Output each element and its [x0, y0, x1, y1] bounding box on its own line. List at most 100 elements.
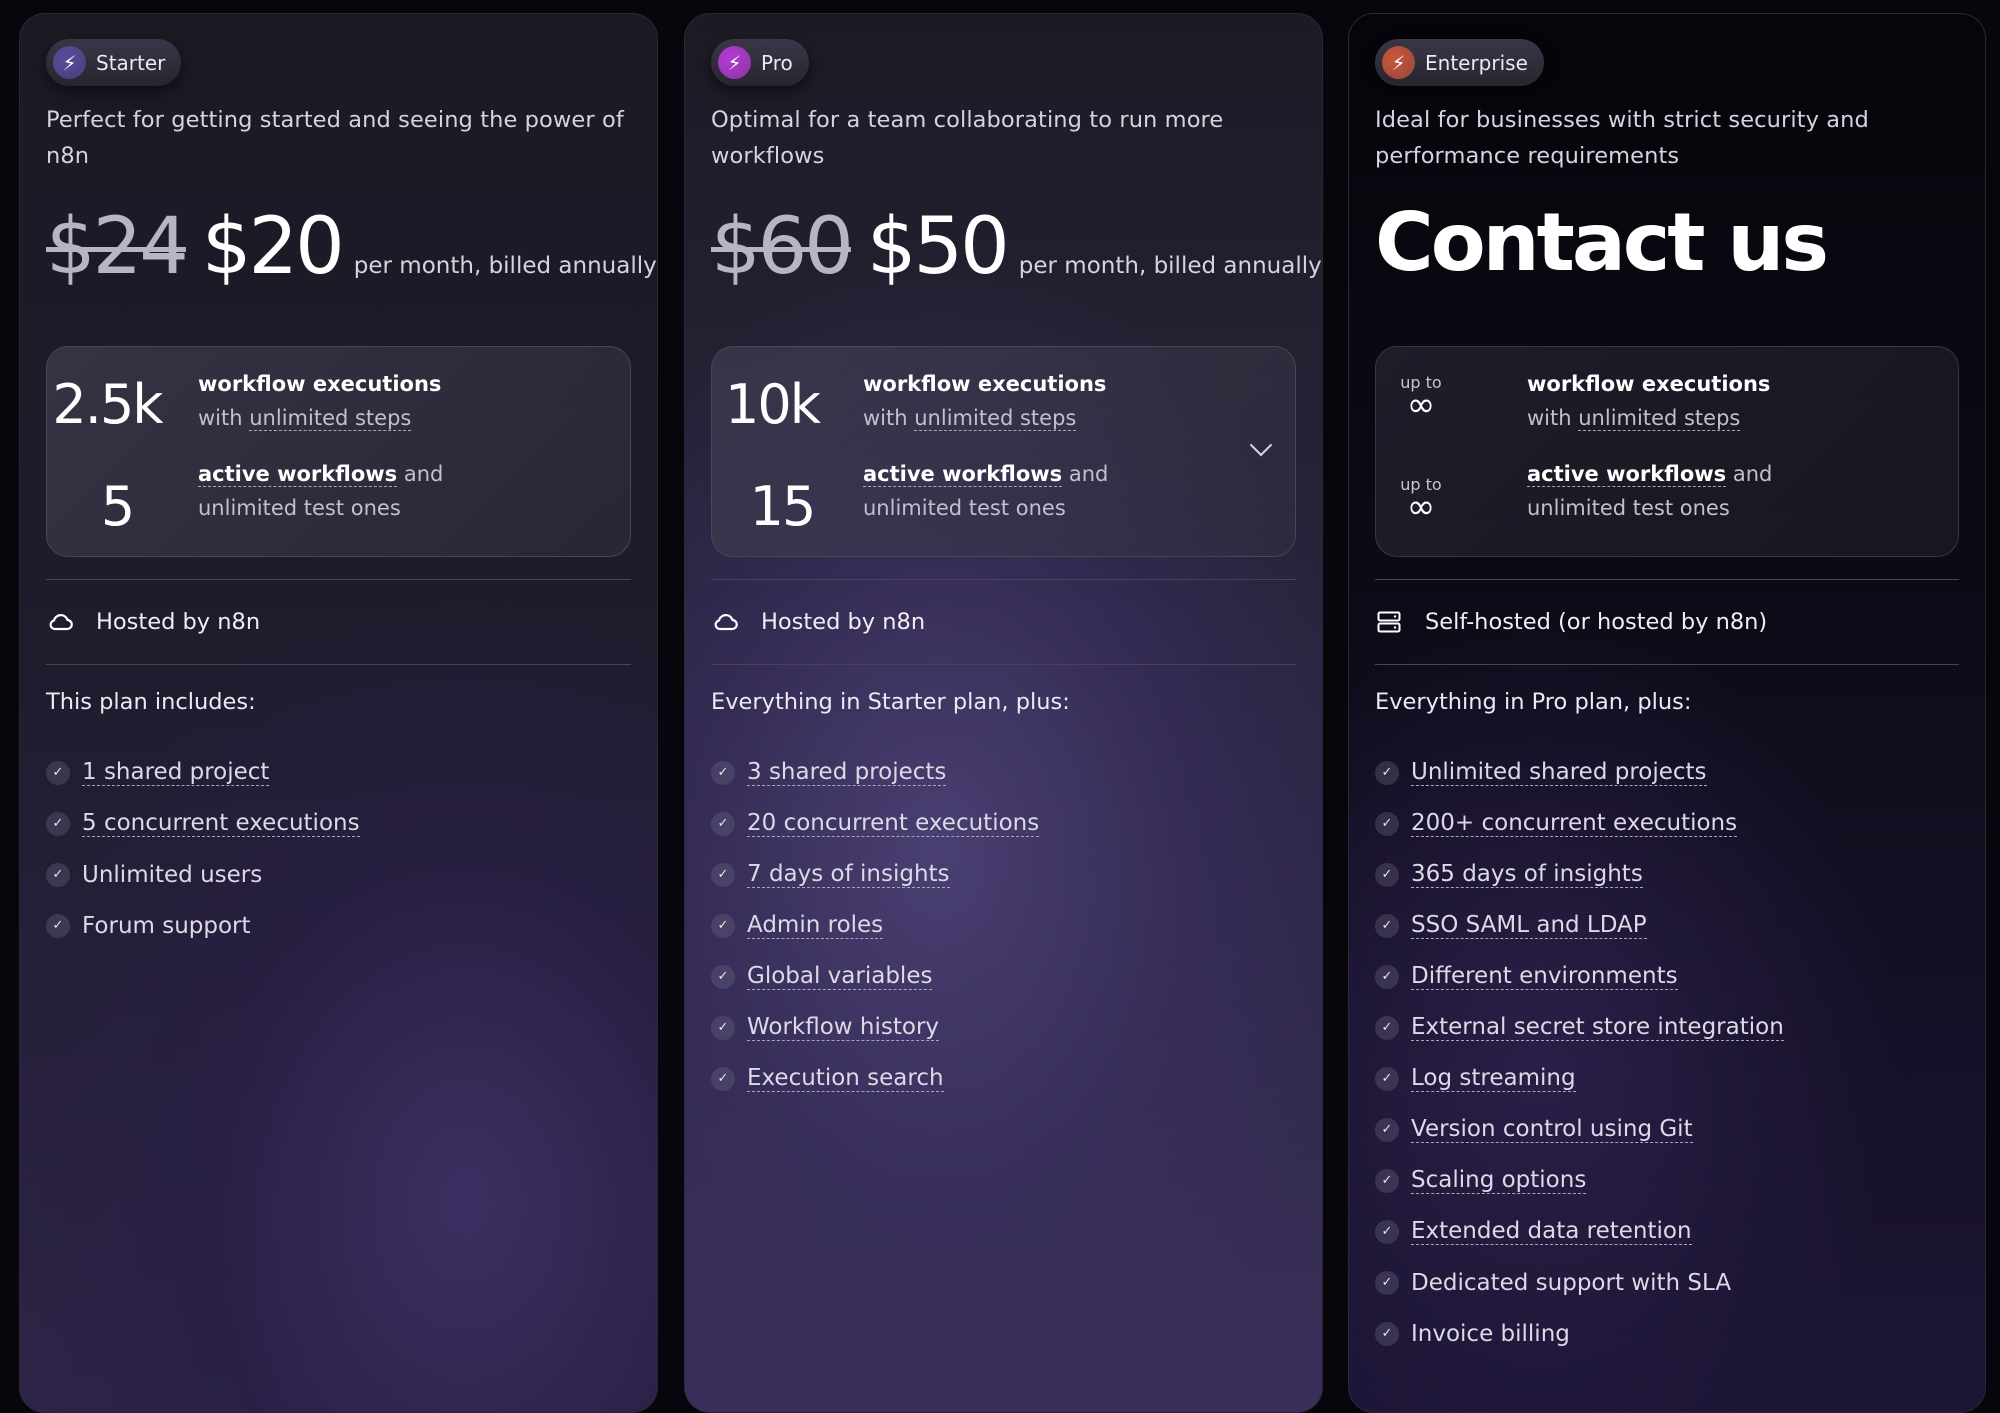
executions-row: up to ∞ workflow executions with unlimited… — [1376, 355, 1958, 435]
divider — [46, 664, 631, 665]
price: $60 $50 per month, billed annually — [711, 202, 1322, 292]
feature-label: Log streaming — [1411, 1065, 1576, 1092]
check-icon: ✓ — [46, 913, 70, 938]
old-price: $24 — [46, 202, 189, 292]
feature-label: Unlimited users — [82, 861, 263, 888]
feature-label: Scaling options — [1411, 1167, 1587, 1194]
and-text: and — [1732, 462, 1773, 486]
feature-item[interactable]: ✓ Unlimited shared projects — [1375, 747, 1959, 798]
lightning-icon: ⚡ — [1382, 46, 1415, 79]
feature-item[interactable]: ✓ Scaling options — [1375, 1155, 1959, 1206]
hosting-info: Hosted by n8n — [711, 580, 1296, 664]
feature-label: Forum support — [82, 912, 251, 939]
check-icon: ✓ — [711, 760, 735, 785]
executions-title: workflow executions — [198, 372, 442, 396]
check-icon: ✓ — [1375, 1270, 1399, 1295]
check-icon: ✓ — [1375, 1219, 1399, 1244]
plan-name: Enterprise — [1425, 50, 1528, 75]
infinity-icon: ∞ — [1406, 487, 1436, 527]
check-icon: ✓ — [711, 811, 735, 836]
feature-item[interactable]: ✓ Workflow history — [711, 1002, 1296, 1053]
price-note: per month, billed annually — [353, 253, 657, 279]
divider — [711, 579, 1296, 580]
cloud-icon — [713, 612, 743, 632]
check-icon: ✓ — [1375, 964, 1399, 989]
workflows-count: 5 — [100, 475, 135, 538]
hosting-info: Hosted by n8n — [46, 580, 631, 664]
active-workflows-link[interactable]: active workflows — [1527, 462, 1727, 487]
check-icon: ✓ — [1375, 1015, 1399, 1040]
server-icon — [1377, 611, 1407, 633]
feature-item[interactable]: ✓ Admin roles — [711, 900, 1296, 951]
executions-title: workflow executions — [1527, 372, 1771, 396]
feature-item[interactable]: ✓ 20 concurrent executions — [711, 798, 1296, 849]
with-text: with — [1527, 406, 1572, 430]
feature-item[interactable]: ✓ Different environments — [1375, 951, 1959, 1002]
feature-label: 7 days of insights — [747, 861, 950, 888]
feature-label: Version control using Git — [1411, 1116, 1693, 1143]
check-icon: ✓ — [711, 862, 735, 887]
workflows-count: 15 — [749, 475, 817, 538]
feature-item[interactable]: ✓ 5 concurrent executions — [46, 798, 631, 849]
includes-title: Everything in Starter plan, plus: — [711, 689, 1070, 715]
active-workflows-link[interactable]: active workflows — [863, 462, 1063, 487]
executions-count: 2.5k — [52, 373, 163, 436]
check-icon: ✓ — [711, 1066, 735, 1091]
unlimited-steps-link[interactable]: unlimited steps — [249, 406, 412, 431]
plan-badge: ⚡ Pro — [711, 39, 809, 86]
check-icon: ✓ — [1375, 760, 1399, 785]
unlimited-steps-link[interactable]: unlimited steps — [914, 406, 1077, 431]
feature-item[interactable]: ✓ 200+ concurrent executions — [1375, 798, 1959, 849]
feature-label: Dedicated support with SLA — [1411, 1269, 1732, 1296]
plan-description: Optimal for a team collaborating to run … — [711, 107, 1224, 169]
feature-label: Unlimited shared projects — [1411, 759, 1707, 786]
feature-item: ✓ Dedicated support with SLA — [1375, 1257, 1959, 1308]
old-price: $60 — [711, 202, 854, 292]
plan-card-pro: ⚡ Pro Optimal for a team collaborating t… — [684, 13, 1323, 1413]
up-to-label: up to — [1400, 373, 1442, 392]
feature-list: ✓ 3 shared projects ✓ 20 concurrent executi… — [711, 747, 1296, 1104]
current-price: $50 — [866, 202, 1010, 292]
feature-item[interactable]: ✓ 1 shared project — [46, 747, 631, 798]
cloud-icon — [48, 612, 78, 632]
plan-description: Ideal for businesses with strict securit… — [1375, 107, 1869, 169]
check-icon: ✓ — [1375, 811, 1399, 836]
feature-item[interactable]: ✓ Global variables — [711, 951, 1296, 1002]
feature-label: SSO SAML and LDAP — [1411, 912, 1647, 939]
feature-item[interactable]: ✓ 365 days of insights — [1375, 849, 1959, 900]
feature-item[interactable]: ✓ SSO SAML and LDAP — [1375, 900, 1959, 951]
test-workflows-text: unlimited test ones — [198, 496, 401, 520]
executions-count: 10k — [725, 373, 821, 436]
feature-item[interactable]: ✓ Log streaming — [1375, 1053, 1959, 1104]
chevron-down-icon[interactable] — [1249, 433, 1273, 457]
executions-row: 10k workflow executions with unlimited st… — [712, 355, 1295, 436]
feature-label: Different environments — [1411, 963, 1678, 990]
feature-label: Invoice billing — [1411, 1320, 1570, 1347]
feature-label: Admin roles — [747, 912, 884, 939]
price: $24 $20 per month, billed annually — [46, 202, 657, 292]
plan-badge: ⚡ Starter — [46, 39, 182, 86]
feature-item[interactable]: ✓ Version control using Git — [1375, 1104, 1959, 1155]
feature-label: Workflow history — [747, 1014, 940, 1041]
feature-label: 365 days of insights — [1411, 861, 1643, 888]
check-icon: ✓ — [46, 811, 70, 836]
divider — [1375, 664, 1959, 665]
feature-label: 1 shared project — [82, 759, 270, 786]
check-icon: ✓ — [711, 913, 735, 938]
usage-stats-box: up to ∞ workflow executions with unlimited… — [1375, 346, 1959, 557]
feature-item[interactable]: ✓ Extended data retention — [1375, 1206, 1959, 1257]
hosting-label: Hosted by n8n — [96, 609, 261, 635]
hosting-label: Self-hosted (or hosted by n8n) — [1425, 609, 1768, 635]
plan-description: Perfect for getting started and seeing t… — [46, 107, 624, 169]
active-workflows-link[interactable]: active workflows — [198, 462, 398, 487]
infinity-icon: ∞ — [1406, 385, 1436, 425]
feature-item[interactable]: ✓ 3 shared projects — [711, 747, 1296, 798]
feature-item[interactable]: ✓ External secret store integration — [1375, 1002, 1959, 1053]
feature-item[interactable]: ✓ 7 days of insights — [711, 849, 1296, 900]
executions-title: workflow executions — [863, 372, 1107, 396]
unlimited-steps-link[interactable]: unlimited steps — [1578, 406, 1741, 431]
feature-item[interactable]: ✓ Execution search — [711, 1053, 1296, 1104]
check-icon: ✓ — [1375, 913, 1399, 938]
usage-stats-box[interactable]: 10k workflow executions with unlimited st… — [711, 346, 1296, 557]
feature-list: ✓ 1 shared project ✓ 5 concurrent execution… — [46, 747, 631, 951]
